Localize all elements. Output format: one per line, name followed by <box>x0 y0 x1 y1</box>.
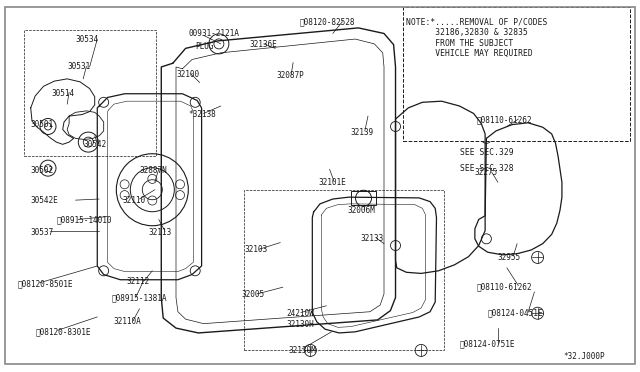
Text: PLUG: PLUG <box>195 42 214 51</box>
Text: 32887N: 32887N <box>140 166 167 174</box>
Text: Ⓑ08120-8501E: Ⓑ08120-8501E <box>18 279 74 288</box>
Text: 32006M: 32006M <box>348 206 375 215</box>
Text: 32113: 32113 <box>148 228 172 237</box>
Text: 32136E: 32136E <box>250 40 277 49</box>
Bar <box>24 30 156 156</box>
Text: Ⓑ08120-82528: Ⓑ08120-82528 <box>300 18 355 27</box>
Text: Ⓑ08120-8301E: Ⓑ08120-8301E <box>35 327 91 336</box>
Text: SEE SEC.329: SEE SEC.329 <box>460 148 513 157</box>
Text: 32955: 32955 <box>498 253 521 262</box>
Text: Ⓑ08124-0751E: Ⓑ08124-0751E <box>460 340 515 349</box>
Text: Ⓑ08110-61262: Ⓑ08110-61262 <box>477 115 532 124</box>
Text: NOTE:*.....REMOVAL OF P/CODES
      32186,32830 & 32835
      FROM THE SUBJECT
 : NOTE:*.....REMOVAL OF P/CODES 32186,3283… <box>406 18 548 58</box>
Text: 30531: 30531 <box>67 62 90 71</box>
Text: *32138: *32138 <box>189 110 216 119</box>
Text: 30542E: 30542E <box>31 196 58 205</box>
Text: 32112: 32112 <box>127 278 150 286</box>
Text: 32005: 32005 <box>242 290 265 299</box>
Text: Ⓑ08124-0451E: Ⓑ08124-0451E <box>488 309 543 318</box>
Text: 24210W: 24210W <box>286 309 314 318</box>
Text: Ⓦ08915-14010: Ⓦ08915-14010 <box>56 216 112 225</box>
Text: 00931-2121A: 00931-2121A <box>189 29 239 38</box>
Text: 30502: 30502 <box>31 166 54 174</box>
Text: 32087P: 32087P <box>276 71 304 80</box>
Text: 32100: 32100 <box>176 70 199 79</box>
Text: SEE SEC.328: SEE SEC.328 <box>460 164 513 173</box>
Text: Ⓑ08110-61262: Ⓑ08110-61262 <box>477 282 532 291</box>
Text: 32139: 32139 <box>351 128 374 137</box>
Text: Ⓦ08915-1381A: Ⓦ08915-1381A <box>112 294 168 303</box>
Text: 30542: 30542 <box>83 140 106 149</box>
Text: 30534: 30534 <box>76 35 99 44</box>
Text: 32101E: 32101E <box>318 178 346 187</box>
Text: 32103: 32103 <box>244 246 268 254</box>
Text: 32130H: 32130H <box>286 320 314 329</box>
Text: 32133: 32133 <box>360 234 383 243</box>
Bar <box>244 190 444 350</box>
Bar <box>403 7 630 141</box>
Text: 30514: 30514 <box>51 89 74 97</box>
Text: 30537: 30537 <box>31 228 54 237</box>
Text: 30501: 30501 <box>31 120 54 129</box>
Text: 32130M: 32130M <box>288 346 316 355</box>
Text: *32.J000P: *32.J000P <box>563 352 605 361</box>
Text: 32110A: 32110A <box>114 317 141 326</box>
Text: 32110: 32110 <box>123 196 146 205</box>
Text: 32275: 32275 <box>475 169 498 177</box>
